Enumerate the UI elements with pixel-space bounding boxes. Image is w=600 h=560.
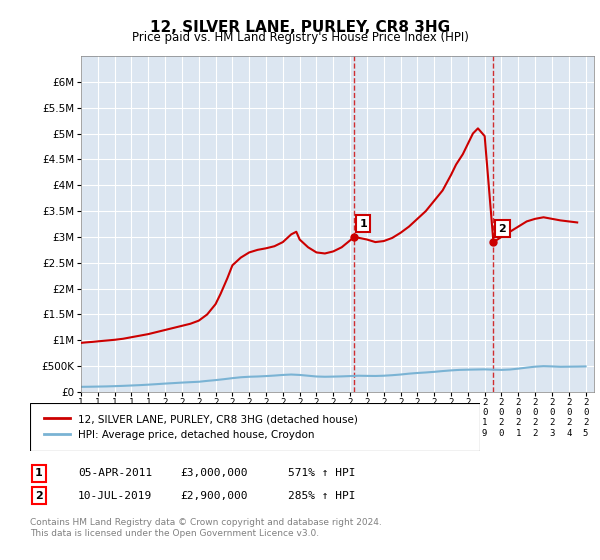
Text: £3,000,000: £3,000,000 (180, 468, 248, 478)
Legend: 12, SILVER LANE, PURLEY, CR8 3HG (detached house), HPI: Average price, detached : 12, SILVER LANE, PURLEY, CR8 3HG (detach… (40, 410, 362, 444)
Text: 10-JUL-2019: 10-JUL-2019 (78, 491, 152, 501)
Text: 1: 1 (359, 218, 367, 228)
Text: 1: 1 (35, 468, 43, 478)
Text: 571% ↑ HPI: 571% ↑ HPI (288, 468, 355, 478)
Text: 2: 2 (499, 224, 506, 234)
Text: Price paid vs. HM Land Registry's House Price Index (HPI): Price paid vs. HM Land Registry's House … (131, 31, 469, 44)
Text: 05-APR-2011: 05-APR-2011 (78, 468, 152, 478)
Text: 285% ↑ HPI: 285% ↑ HPI (288, 491, 355, 501)
Text: Contains HM Land Registry data © Crown copyright and database right 2024.
This d: Contains HM Land Registry data © Crown c… (30, 518, 382, 538)
Text: £2,900,000: £2,900,000 (180, 491, 248, 501)
Text: 12, SILVER LANE, PURLEY, CR8 3HG: 12, SILVER LANE, PURLEY, CR8 3HG (150, 20, 450, 35)
FancyBboxPatch shape (30, 403, 480, 451)
Text: 2: 2 (35, 491, 43, 501)
